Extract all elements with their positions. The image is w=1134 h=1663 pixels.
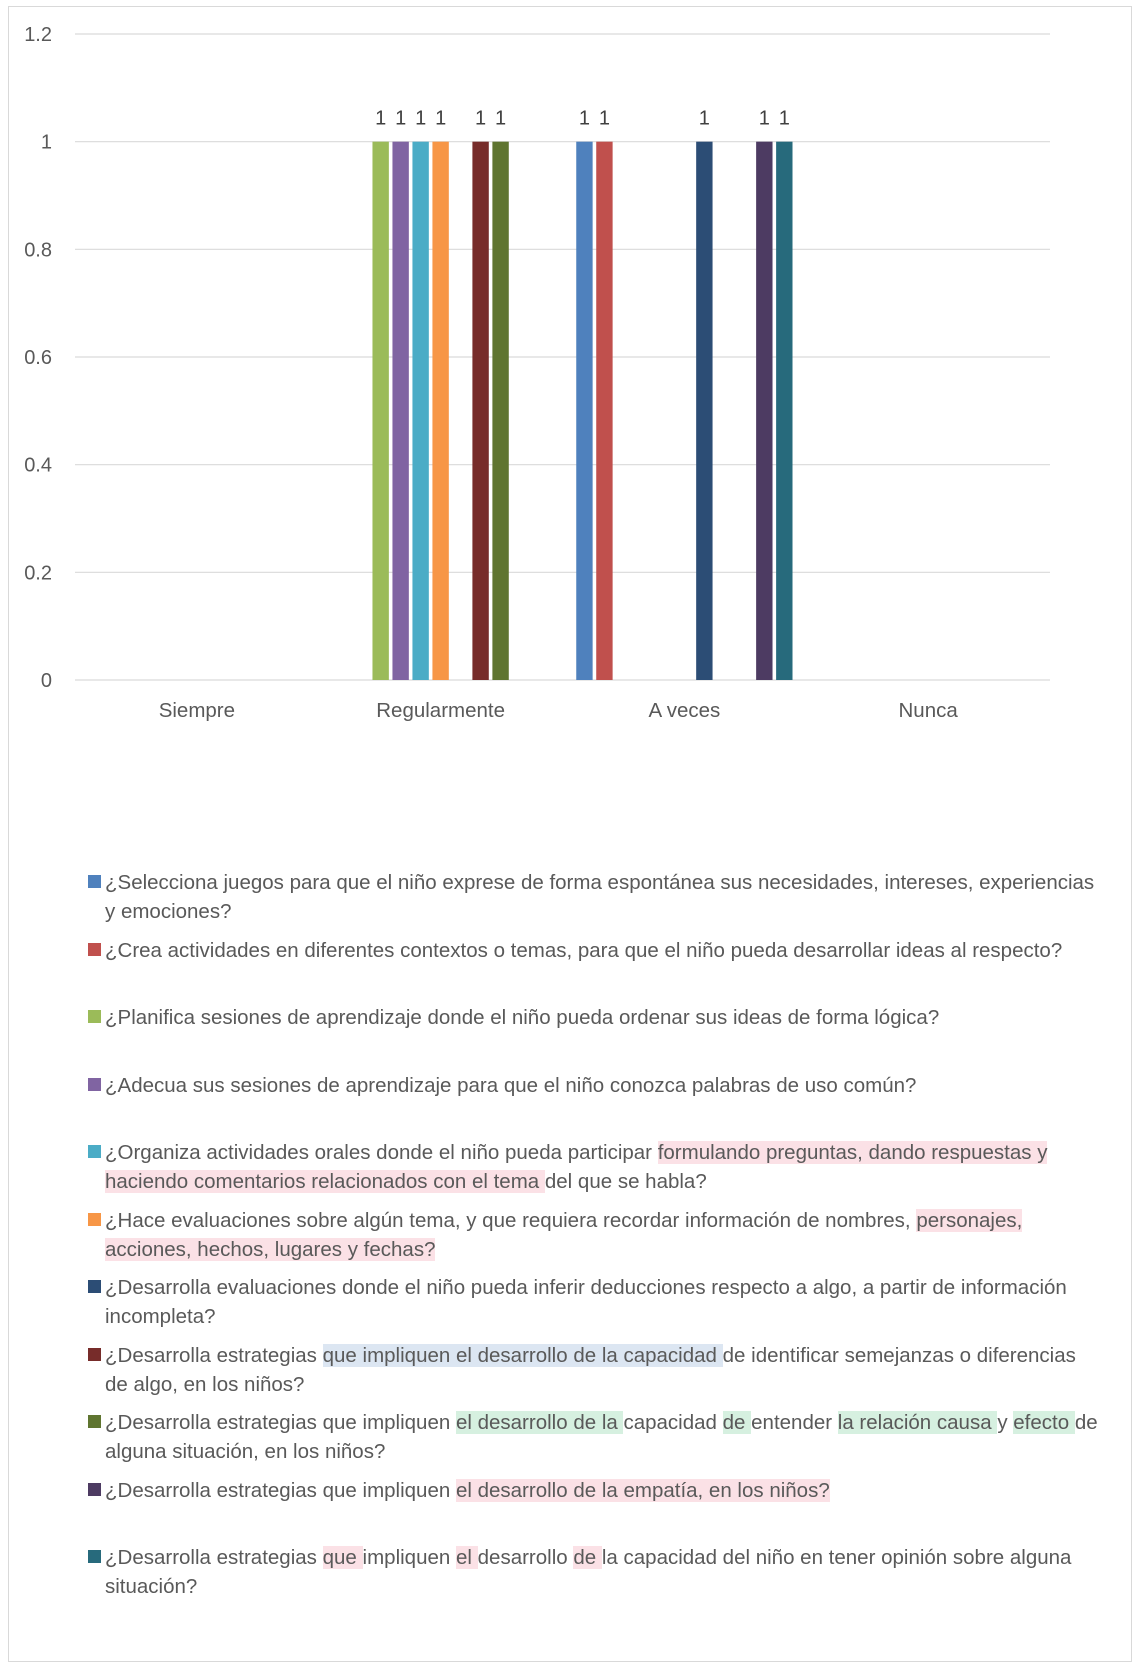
legend-label: ¿Adecua sus sesiones de aprendizaje para… [105, 1071, 916, 1100]
highlighted-text: el [456, 1546, 478, 1569]
legend-text-segment: y [997, 1411, 1013, 1434]
legend-swatch [88, 1280, 101, 1293]
legend-label: ¿Desarrolla estrategias que impliquen el… [105, 1543, 1103, 1601]
legend-swatch [88, 1010, 101, 1023]
legend-item: ¿Adecua sus sesiones de aprendizaje para… [88, 1071, 1103, 1100]
data-label: 1 [375, 108, 386, 130]
highlighted-text: efecto [1013, 1411, 1075, 1434]
y-tick-label: 0.8 [24, 239, 52, 261]
legend-text-segment: ¿Crea actividades en diferentes contexto… [105, 939, 1062, 962]
legend-swatch [88, 1213, 101, 1226]
legend-label: ¿Desarrolla estrategias que impliquen el… [105, 1476, 830, 1505]
data-label: 1 [495, 108, 506, 130]
legend-text-segment: del que se habla? [545, 1170, 707, 1193]
legend-item: ¿Desarrolla estrategias que impliquen el… [88, 1341, 1103, 1399]
y-tick-label: 1 [41, 132, 52, 154]
legend-label: ¿Crea actividades en diferentes contexto… [105, 936, 1062, 965]
legend-swatch [88, 1145, 101, 1158]
legend-text-segment: ¿Selecciona juegos para que el niño expr… [105, 871, 1094, 923]
legend-text-segment: desarrollo [478, 1546, 574, 1569]
y-tick-label: 0.4 [24, 455, 52, 477]
legend-item: ¿Desarrolla estrategias que impliquen el… [88, 1408, 1103, 1466]
bar [372, 142, 388, 680]
legend-swatch [88, 875, 101, 888]
legend-text-segment: capacidad [623, 1411, 722, 1434]
legend-label: ¿Planifica sesiones de aprendizaje donde… [105, 1003, 939, 1032]
legend-text-segment: ¿Desarrolla estrategias [105, 1344, 323, 1367]
y-tick-label: 1.2 [24, 24, 52, 46]
legend-item: ¿Desarrolla estrategias que impliquen el… [88, 1543, 1103, 1601]
highlighted-text: el desarrollo de la [456, 1411, 624, 1434]
data-label: 1 [475, 108, 486, 130]
bar [696, 142, 712, 680]
highlighted-text: el desarrollo de la empatía, en los niño… [456, 1479, 830, 1502]
legend-text-segment: ¿Desarrolla estrategias que impliquen [105, 1411, 456, 1434]
legend-text-segment: ¿Organiza actividades orales donde el ni… [105, 1141, 658, 1164]
legend-swatch [88, 1483, 101, 1496]
x-tick-label: Nunca [898, 699, 958, 722]
legend-text-segment: impliquen [363, 1546, 456, 1569]
bar [432, 142, 448, 680]
legend-swatch [88, 1550, 101, 1563]
legend-item: ¿Selecciona juegos para que el niño expr… [88, 868, 1103, 926]
highlighted-text: de [573, 1546, 602, 1569]
data-label: 1 [579, 108, 590, 130]
bar [596, 142, 612, 680]
legend-swatch [88, 1078, 101, 1091]
data-label: 1 [599, 108, 610, 130]
y-tick-label: 0.2 [24, 562, 52, 584]
data-label: 1 [779, 108, 790, 130]
legend-text-segment: ¿Adecua sus sesiones de aprendizaje para… [105, 1074, 916, 1097]
legend-item: ¿Organiza actividades orales donde el ni… [88, 1138, 1103, 1196]
legend-text-segment: entender [751, 1411, 838, 1434]
highlighted-text: que [323, 1546, 363, 1569]
bar-chart-plot: 0 0.2 0.4 0.6 0.8 1 1.2 Siempre Regularmente A ve… [0, 0, 1134, 760]
data-label: 1 [759, 108, 770, 130]
legend-text-segment: ¿Planifica sesiones de aprendizaje donde… [105, 1006, 939, 1029]
bar [392, 142, 408, 680]
legend-item: ¿Hace evaluaciones sobre algún tema, y q… [88, 1206, 1103, 1264]
legend-swatch [88, 1348, 101, 1361]
bar [472, 142, 488, 680]
y-tick-label: 0 [41, 670, 52, 692]
highlighted-text: la relación causa [838, 1411, 998, 1434]
data-label: 1 [395, 108, 406, 130]
legend-text-segment: ¿Desarrolla estrategias que impliquen [105, 1479, 456, 1502]
data-label: 1 [435, 108, 446, 130]
bar [756, 142, 772, 680]
legend-label: ¿Selecciona juegos para que el niño expr… [105, 868, 1103, 926]
bar [576, 142, 592, 680]
legend-text-segment: ¿Hace evaluaciones sobre algún tema, y q… [105, 1209, 916, 1232]
data-label: 1 [415, 108, 426, 130]
bar [492, 142, 508, 680]
legend-item: ¿Desarrolla evaluaciones donde el niño p… [88, 1273, 1103, 1331]
legend-swatch [88, 1415, 101, 1428]
x-tick-label: A veces [648, 699, 720, 722]
bar [412, 142, 428, 680]
legend-item: ¿Crea actividades en diferentes contexto… [88, 936, 1103, 965]
legend-item: ¿Planifica sesiones de aprendizaje donde… [88, 1003, 1103, 1032]
legend-text-segment: ¿Desarrolla evaluaciones donde el niño p… [105, 1276, 1067, 1328]
legend-label: ¿Hace evaluaciones sobre algún tema, y q… [105, 1206, 1103, 1264]
x-tick-label: Siempre [159, 699, 235, 722]
legend-label: ¿Desarrolla evaluaciones donde el niño p… [105, 1273, 1103, 1331]
legend-label: ¿Organiza actividades orales donde el ni… [105, 1138, 1103, 1196]
legend-text-segment: ¿Desarrolla estrategias [105, 1546, 323, 1569]
legend-swatch [88, 943, 101, 956]
bar [776, 142, 792, 680]
legend-label: ¿Desarrolla estrategias que impliquen el… [105, 1408, 1103, 1466]
highlighted-text: de [723, 1411, 752, 1434]
x-tick-label: Regularmente [376, 699, 505, 722]
highlighted-text: que impliquen el desarrollo de la capaci… [323, 1344, 723, 1367]
legend-label: ¿Desarrolla estrategias que impliquen el… [105, 1341, 1103, 1399]
data-label: 1 [699, 108, 710, 130]
legend-item: ¿Desarrolla estrategias que impliquen el… [88, 1476, 1103, 1505]
y-tick-label: 0.6 [24, 347, 52, 369]
